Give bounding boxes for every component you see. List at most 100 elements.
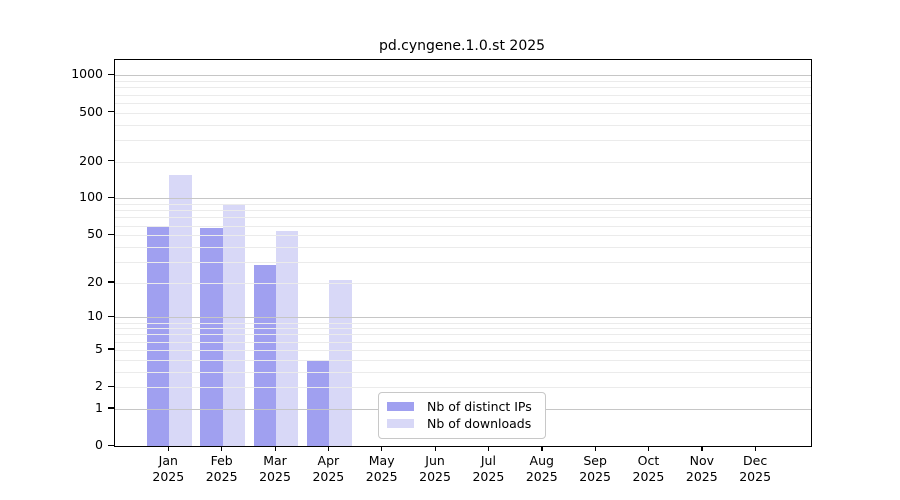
x-tick-label-jun: Jun 2025: [408, 453, 462, 485]
x-tick-label-sep: Sep 2025: [568, 453, 622, 485]
x-tick: [701, 446, 703, 451]
x-tick-year-label: 2025: [525, 469, 558, 484]
y-tick-label: 10: [87, 308, 103, 324]
minor-gridline: [115, 246, 811, 248]
minor-gridline: [115, 387, 811, 389]
bar-distinct-ips-apr: [306, 359, 330, 446]
x-tick: [754, 446, 756, 451]
legend: Nb of distinct IPs Nb of downloads: [378, 392, 546, 439]
legend-item-distinct-ips: Nb of distinct IPs: [387, 398, 537, 415]
x-tick: [434, 446, 436, 451]
minor-gridline: [115, 112, 811, 114]
y-tick-label: 0: [95, 437, 103, 452]
minor-gridline: [115, 328, 811, 330]
legend-label-downloads: Nb of downloads: [427, 416, 532, 431]
x-tick-year-label: 2025: [739, 469, 772, 484]
bar-downloads-jan: [169, 175, 192, 446]
x-tick-year-label: 2025: [259, 469, 291, 484]
minor-gridline: [115, 87, 811, 89]
x-tick-year-label: 2025: [685, 469, 718, 484]
y-tick-label: 1000: [71, 66, 103, 82]
y-tick: [108, 385, 114, 387]
y-tick-label: 100: [79, 189, 103, 205]
minor-gridline: [115, 139, 811, 141]
y-tick-label: 2: [95, 378, 103, 394]
minor-gridline: [115, 217, 811, 219]
x-tick-label-mar: Mar 2025: [248, 453, 302, 485]
y-tick-label: 200: [79, 152, 103, 168]
minor-gridline: [115, 359, 811, 361]
y-tick-label: 20: [87, 273, 103, 289]
y-tick-label: 500: [79, 103, 103, 119]
x-tick-year-label: 2025: [579, 469, 611, 484]
x-tick-label-jul: Jul 2025: [461, 453, 515, 485]
bar-distinct-ips-jan: [146, 227, 170, 446]
minor-gridline: [115, 204, 811, 206]
minor-gridline: [115, 124, 811, 126]
x-tick-year-label: 2025: [312, 469, 345, 484]
x-tick-label-oct: Oct 2025: [621, 453, 675, 485]
bar-distinct-ips-feb: [200, 228, 223, 446]
legend-swatch-distinct-ips: [387, 402, 414, 411]
x-tick: [487, 446, 490, 451]
y-tick-label: 5: [95, 340, 103, 356]
x-tick-year-label: 2025: [365, 469, 398, 484]
y-tick: [108, 111, 114, 113]
x-tick: [327, 446, 330, 451]
legend-item-downloads: Nb of downloads: [387, 415, 537, 432]
x-tick-label-may: May 2025: [355, 453, 409, 485]
x-tick: [221, 446, 223, 451]
minor-gridline: [115, 81, 811, 83]
x-tick: [381, 446, 383, 451]
y-tick-label: 50: [87, 226, 103, 242]
x-tick-label-feb: Feb 2025: [195, 453, 249, 485]
minor-gridline: [115, 322, 811, 324]
x-tick: [594, 446, 596, 451]
major-gridline: [115, 198, 811, 200]
minor-gridline: [115, 225, 811, 227]
y-tick: [108, 281, 114, 283]
minor-gridline: [115, 371, 811, 373]
y-tick: [108, 196, 114, 199]
x-tick-label-nov: Nov 2025: [675, 453, 729, 485]
bar-distinct-ips-mar: [253, 265, 276, 446]
x-tick-label-jan: Jan 2025: [141, 453, 195, 485]
minor-gridline: [115, 334, 811, 336]
x-tick-year-label: 2025: [632, 469, 665, 484]
x-tick-year-label: 2025: [152, 469, 185, 484]
minor-gridline: [115, 341, 811, 343]
minor-gridline: [115, 161, 811, 163]
y-tick: [108, 233, 114, 235]
bar-downloads-apr: [329, 280, 352, 446]
bar-downloads-mar: [276, 231, 299, 446]
minor-gridline: [115, 94, 811, 96]
y-tick: [108, 407, 114, 409]
x-tick-year-label: 2025: [205, 469, 238, 484]
y-tick: [108, 73, 114, 76]
bar-downloads-feb: [222, 204, 246, 446]
y-tick: [108, 348, 114, 350]
y-tick: [108, 315, 114, 318]
legend-swatch-downloads: [387, 419, 414, 428]
minor-gridline: [115, 282, 811, 284]
x-tick: [274, 446, 276, 451]
major-gridline: [115, 317, 811, 319]
chart-title: pd.cyngene.1.0.st 2025: [378, 38, 546, 54]
major-gridline: [115, 75, 811, 77]
plot-area: [114, 59, 812, 447]
minor-gridline: [115, 210, 811, 212]
minor-gridline: [115, 261, 811, 263]
minor-gridline: [115, 235, 811, 237]
legend-label-distinct-ips: Nb of distinct IPs: [427, 399, 532, 414]
x-tick-label-dec: Dec 2025: [728, 453, 782, 485]
minor-gridline: [115, 102, 811, 104]
y-tick: [108, 444, 114, 446]
x-tick-label-apr: Apr 2025: [301, 453, 355, 485]
x-tick: [167, 446, 170, 451]
y-tick: [108, 160, 114, 162]
x-tick: [541, 446, 543, 451]
x-tick-year-label: 2025: [472, 469, 505, 484]
minor-gridline: [115, 349, 811, 351]
x-tick-year-label: 2025: [419, 469, 451, 484]
